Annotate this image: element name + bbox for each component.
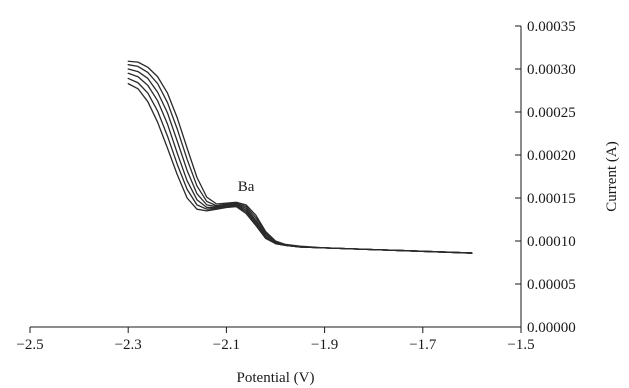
plot-area: [127, 60, 473, 254]
x-tick-label: −2.5: [16, 337, 43, 353]
y-tick-label: 0.00010: [527, 234, 576, 250]
x-tick-label: −1.9: [311, 337, 338, 353]
series-line: [127, 72, 473, 254]
y-tick-label: 0.00000: [527, 320, 576, 336]
ticks: −2.5 −2.3 −2.1 −1.9 −1.7 −1.50.00000 0.00005 0.…: [16, 19, 575, 353]
x-tick-label: −2.1: [213, 337, 240, 353]
x-tick-label: −1.5: [507, 337, 534, 353]
y-tick-label: 0.00015: [527, 191, 576, 207]
annotations: Ba: [238, 179, 255, 195]
peak-annotation: Ba: [238, 179, 255, 195]
x-axis-label: Potential (V): [237, 370, 315, 386]
x-tick-label: −1.7: [409, 337, 437, 353]
y-tick-label: 0.00005: [527, 277, 576, 293]
y-tick-label: 0.00020: [527, 148, 576, 164]
y-tick-label: 0.00035: [527, 19, 576, 35]
y-axis-label: Current (A): [604, 141, 620, 211]
y-tick-label: 0.00030: [527, 62, 576, 78]
series-line: [127, 77, 473, 254]
y-tick-label: 0.00025: [527, 105, 576, 121]
x-tick-label: −2.3: [115, 337, 142, 353]
series-line: [127, 82, 473, 254]
axes: [30, 26, 522, 328]
series-line: [127, 60, 473, 254]
